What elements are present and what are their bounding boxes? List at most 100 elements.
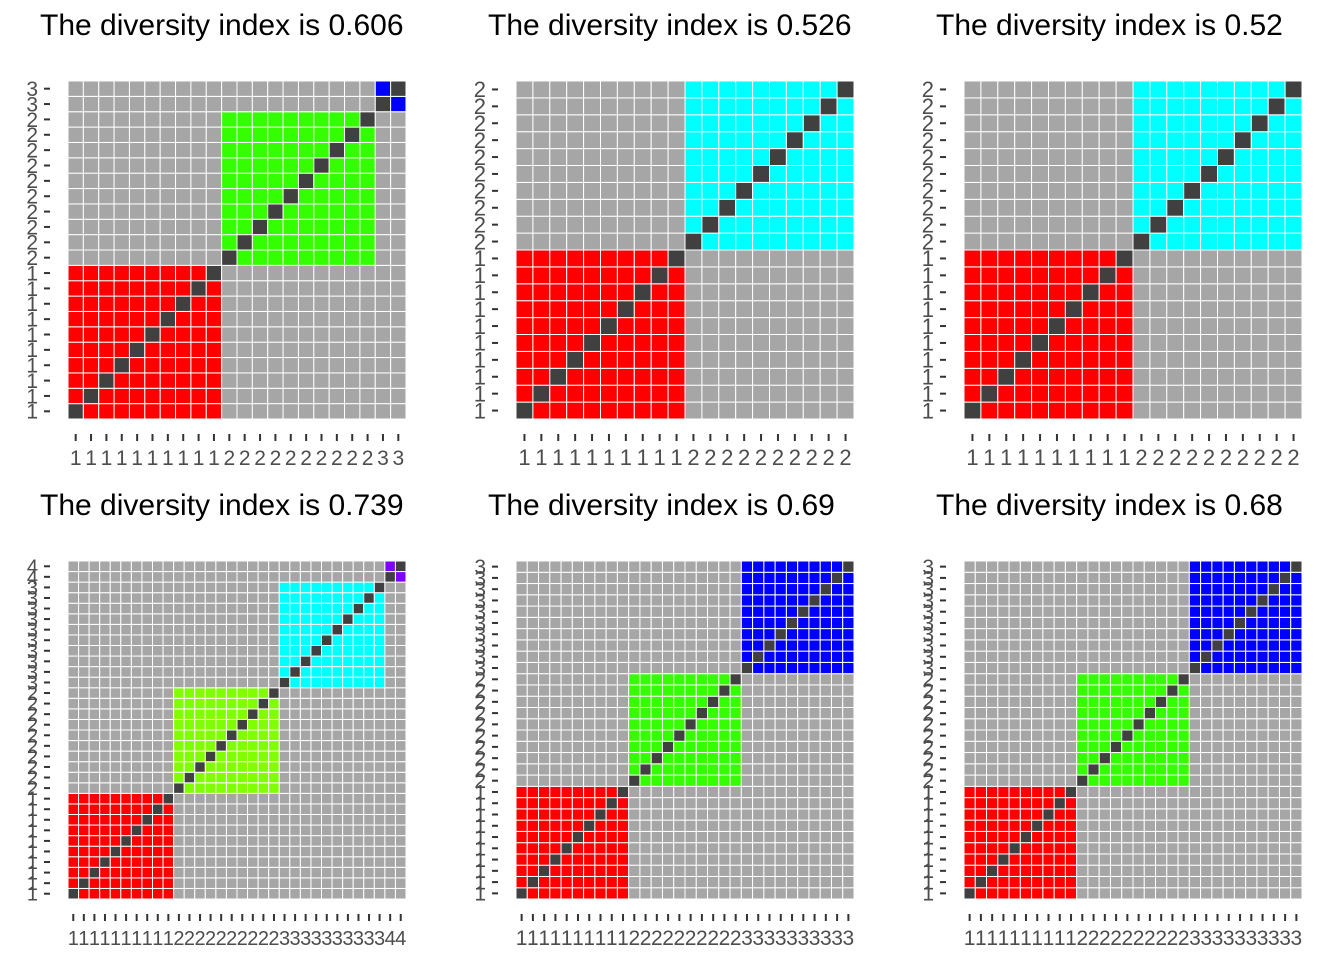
heatmap-cell — [1200, 673, 1213, 686]
heatmap-cluster-cell — [144, 341, 161, 359]
y-tick-label: 2 — [922, 94, 934, 119]
heatmap-cluster-cell — [313, 203, 330, 220]
heatmap-cluster-cell — [566, 384, 585, 403]
heatmap-cell — [342, 771, 354, 784]
heatmap-cell — [785, 350, 804, 369]
heatmap-cluster-cell — [1064, 819, 1078, 832]
heatmap-cell — [144, 218, 161, 236]
heatmap-cluster-cell — [974, 887, 988, 900]
heatmap-cell — [221, 310, 238, 328]
heatmap-cell — [963, 661, 976, 675]
heatmap-cell — [221, 357, 238, 374]
heatmap-cell — [390, 341, 407, 359]
heatmap-cell — [390, 280, 407, 297]
heatmap-cluster-cell — [225, 771, 238, 784]
heatmap-cell — [1031, 80, 1050, 99]
heatmap-cell — [352, 740, 365, 752]
y-tick-label: 3 — [474, 612, 486, 635]
heatmap-cell — [583, 628, 596, 641]
heatmap-cell — [1121, 628, 1134, 641]
heatmap-cell — [650, 215, 669, 234]
heatmap-cluster-cell — [1087, 706, 1100, 720]
x-tick-label: 2 — [704, 445, 716, 470]
heatmap-cell — [802, 350, 821, 369]
heatmap-cell — [583, 215, 602, 234]
heatmap-cell — [600, 114, 618, 133]
heatmap-cell — [633, 131, 652, 150]
y-tick-label: 2 — [922, 212, 934, 237]
heatmap-cell — [1098, 864, 1111, 877]
heatmap-cluster-cell — [82, 264, 100, 282]
heatmap-cluster-cell — [141, 803, 154, 816]
heatmap-cell — [109, 718, 122, 731]
heatmap-diagonal-cell — [583, 334, 602, 352]
heatmap-cell — [997, 729, 1010, 742]
x-tick-label: 1 — [552, 445, 564, 470]
heatmap-cluster-cell — [1132, 198, 1151, 217]
heatmap-cell — [282, 403, 299, 420]
heatmap-cell — [774, 763, 787, 776]
heatmap-cell — [1256, 740, 1269, 754]
heatmap-cluster-cell — [359, 126, 376, 143]
heatmap-cell — [1019, 616, 1033, 630]
heatmap-cell — [67, 771, 80, 784]
heatmap-cluster-cell — [1233, 661, 1247, 675]
heatmap-cell — [571, 752, 585, 765]
heatmap-cell — [718, 853, 731, 866]
heatmap-cell — [1278, 808, 1292, 821]
heatmap-cell — [183, 645, 196, 657]
heatmap-cell — [162, 613, 175, 625]
heatmap-cluster-cell — [373, 602, 386, 615]
heatmap-cell — [639, 808, 652, 821]
heatmap-cell — [1284, 249, 1303, 268]
heatmap-cell — [650, 594, 663, 607]
panel-title: The diversity index is 0.52 — [936, 9, 1283, 42]
heatmap-cluster-cell — [583, 367, 602, 386]
heatmap-cell — [707, 785, 720, 799]
heatmap-cell — [1064, 131, 1083, 150]
y-tick-label: 2 — [26, 186, 38, 209]
heatmap-cell — [67, 655, 80, 668]
heatmap-cell — [1087, 785, 1100, 799]
heatmap-cluster-cell — [373, 634, 386, 647]
heatmap-cluster-cell — [752, 131, 771, 150]
x-tick-label: 2 — [628, 927, 640, 950]
heatmap-cell — [88, 560, 101, 573]
heatmap-cell — [152, 718, 164, 731]
heatmap-cluster-cell — [1008, 887, 1021, 900]
heatmap-cell — [204, 613, 217, 625]
heatmap-cell — [1019, 650, 1033, 663]
heatmap-cluster-cell — [194, 718, 206, 731]
heatmap-cell — [173, 877, 185, 889]
heatmap-cluster-cell — [1211, 650, 1224, 663]
heatmap-cell — [1053, 616, 1066, 630]
heatmap-cell — [67, 126, 84, 143]
heatmap-cell — [194, 845, 206, 858]
heatmap-cluster-cell — [109, 887, 122, 900]
heatmap-cell — [88, 592, 101, 604]
y-tick-label: 1 — [27, 799, 38, 821]
heatmap-cell — [1064, 763, 1078, 776]
heatmap-cell — [1143, 594, 1157, 607]
heatmap-cluster-cell — [215, 687, 227, 699]
heatmap-cell — [310, 771, 323, 784]
heatmap-cell — [1284, 384, 1303, 403]
heatmap-cluster-cell — [785, 605, 799, 618]
heatmap-cluster-cell — [836, 232, 855, 251]
heatmap-cluster-cell — [963, 875, 976, 889]
heatmap-cell — [1245, 830, 1258, 844]
x-tick-label: 3 — [741, 927, 753, 950]
heatmap-cluster-cell — [359, 157, 376, 174]
heatmap-cluster-cell — [82, 326, 100, 343]
heatmap-cell — [802, 367, 821, 386]
heatmap-cell — [141, 771, 154, 784]
heatmap-cell — [130, 602, 143, 615]
heatmap-cell — [1166, 628, 1179, 641]
heatmap-cluster-cell — [1014, 317, 1033, 336]
heatmap-cluster-cell — [144, 295, 161, 312]
heatmap-cluster-cell — [194, 697, 206, 710]
heatmap-cell — [1121, 875, 1134, 889]
heatmap-cell — [78, 666, 90, 678]
heatmap-cluster-cell — [667, 283, 686, 302]
heatmap-cell — [130, 750, 143, 763]
